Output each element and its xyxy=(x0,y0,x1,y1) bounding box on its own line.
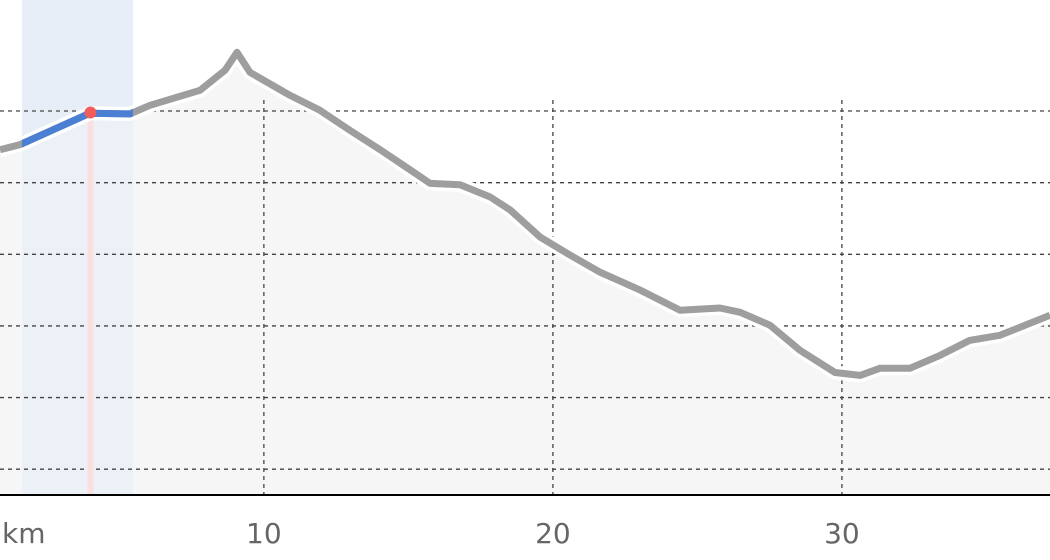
elevation-area xyxy=(0,52,1050,496)
position-marker xyxy=(84,106,97,119)
highlight-band-overlay xyxy=(21,0,133,495)
x-tick-label: 20 xyxy=(535,517,571,550)
x-tick-label: 30 xyxy=(824,517,860,550)
x-tick-label: 10 xyxy=(246,517,282,550)
elevation-line xyxy=(0,48,1050,379)
x-unit-label: km xyxy=(2,517,46,550)
